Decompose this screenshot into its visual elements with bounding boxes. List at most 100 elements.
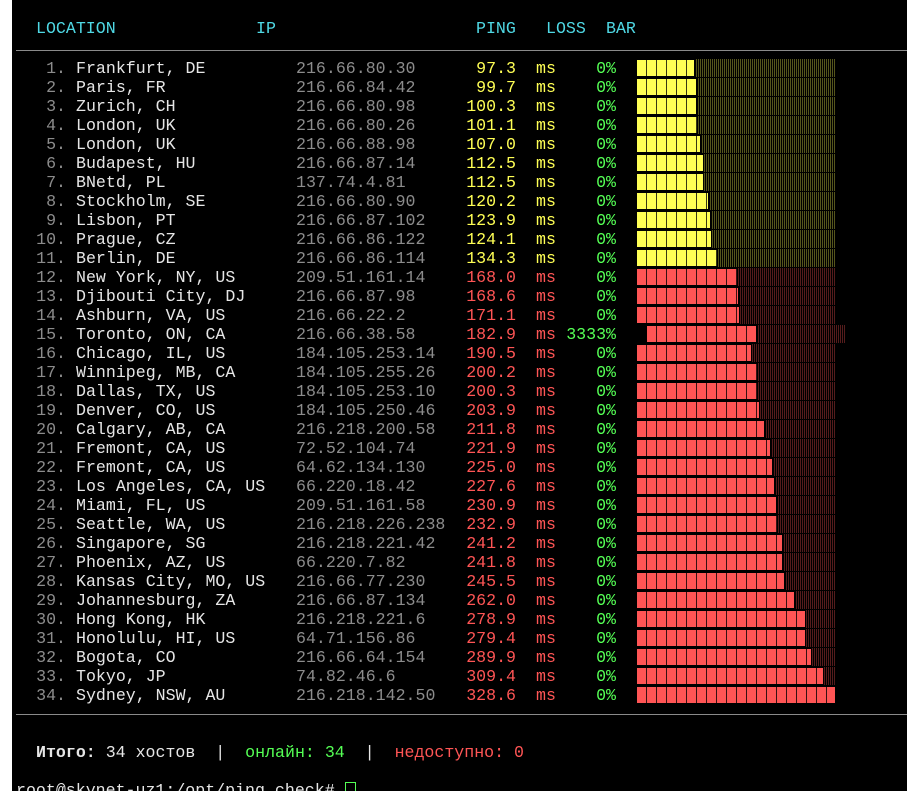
- bar-track: [636, 496, 836, 514]
- ping-bar: [646, 325, 758, 343]
- ip-address: 216.66.86.114: [296, 249, 426, 268]
- location: Zurich, CH: [76, 97, 176, 116]
- ip-address: 216.66.87.98: [296, 287, 416, 306]
- column-header: PING: [476, 19, 516, 38]
- ip-address: 66.220.7.82: [296, 553, 406, 572]
- location: Kansas City, MO, US: [76, 572, 266, 591]
- bar-track: [636, 59, 836, 77]
- table-row: 30. Hong Kong, HK 216.218.221.6 278.9 ms 0%: [12, 610, 907, 629]
- table-row: 26. Singapore, SG 216.218.221.42 241.2 ms 0%: [12, 534, 907, 553]
- bar-track: [636, 135, 836, 153]
- ip-address: 216.66.87.134: [296, 591, 426, 610]
- location: Stockholm, SE: [76, 192, 206, 211]
- ping-unit: ms: [536, 363, 556, 382]
- ping-unit: ms: [536, 534, 556, 553]
- row-number: 2.: [46, 78, 66, 97]
- prompt: root@skynet-uz1:/opt/ping_check#: [16, 781, 335, 791]
- location: New York, NY, US: [76, 268, 236, 287]
- ip-address: 184.105.250.46: [296, 401, 436, 420]
- ping-bar: [636, 648, 813, 666]
- bar-track: [636, 116, 836, 134]
- row-number: 33.: [36, 667, 66, 686]
- row-number: 13.: [36, 287, 66, 306]
- ping-bar: [636, 420, 765, 438]
- ping-bar: [636, 135, 702, 153]
- row-number: 20.: [36, 420, 66, 439]
- ping-bar: [636, 306, 741, 324]
- bar-track: [636, 667, 836, 685]
- table-row: 8. Stockholm, SE 216.66.80.90 120.2 ms 0%: [12, 192, 907, 211]
- ping: 97.3: [476, 59, 516, 78]
- ping: 101.1: [466, 116, 516, 135]
- location: Ashburn, VA, US: [76, 306, 226, 325]
- row-number: 17.: [36, 363, 66, 382]
- ping-unit: ms: [536, 268, 556, 287]
- ip-address: 216.66.77.230: [296, 572, 426, 591]
- loss: 0%: [596, 420, 616, 439]
- ping-bar: [636, 116, 698, 134]
- loss: 0%: [596, 344, 616, 363]
- ping: 309.4: [466, 667, 516, 686]
- row-number: 32.: [36, 648, 66, 667]
- ping-bar: [636, 629, 807, 647]
- table-row: 20. Calgary, AB, CA 216.218.200.58 211.8 ms 0…: [12, 420, 907, 439]
- table-row: 2. Paris, FR 216.66.84.42 99.7 ms 0%: [12, 78, 907, 97]
- ping-unit: ms: [536, 306, 556, 325]
- ping-bar: [636, 363, 758, 381]
- bar-track: [636, 268, 836, 286]
- ping: 289.9: [466, 648, 516, 667]
- ping-unit: ms: [536, 173, 556, 192]
- location: Tokyo, JP: [76, 667, 166, 686]
- row-number: 26.: [36, 534, 66, 553]
- ping: 230.9: [466, 496, 516, 515]
- loss: 0%: [596, 572, 616, 591]
- row-number: 1.: [46, 59, 66, 78]
- ping-bar: [636, 610, 806, 628]
- ping: 134.3: [466, 249, 516, 268]
- ping: 262.0: [466, 591, 516, 610]
- ip-address: 216.66.88.98: [296, 135, 416, 154]
- bar-track: [636, 363, 836, 381]
- table-row: 27. Phoenix, AZ, US 66.220.7.82 241.8 ms 0%: [12, 553, 907, 572]
- row-number: 9.: [46, 211, 66, 230]
- location: Djibouti City, DJ: [76, 287, 246, 306]
- ping-bar: [636, 287, 739, 305]
- row-number: 14.: [36, 306, 66, 325]
- bar-track: [636, 173, 836, 191]
- ping-unit: ms: [536, 496, 556, 515]
- bar-track: [636, 477, 836, 495]
- ping-bar: [636, 686, 836, 704]
- bar-track: [636, 686, 836, 704]
- location: Fremont, CA, US: [76, 458, 226, 477]
- loss: 0%: [596, 363, 616, 382]
- ping-bar: [636, 534, 783, 552]
- column-header: LOSS: [546, 19, 586, 38]
- loss: 0%: [596, 477, 616, 496]
- location: Paris, FR: [76, 78, 166, 97]
- table-row: 11. Berlin, DE 216.66.86.114 134.3 ms 0%: [12, 249, 907, 268]
- ip-address: 216.66.22.2: [296, 306, 406, 325]
- bar-track: [636, 97, 836, 115]
- bar-track: [636, 420, 836, 438]
- ping-unit: ms: [536, 610, 556, 629]
- row-number: 22.: [36, 458, 66, 477]
- ping-unit: ms: [536, 59, 556, 78]
- ip-address: 216.218.226.238: [296, 515, 446, 534]
- column-header: IP: [256, 19, 276, 38]
- ping: 278.9: [466, 610, 516, 629]
- row-number: 29.: [36, 591, 66, 610]
- summary: Итого: 34 хостов | онлайн: 34 | недоступ…: [36, 743, 524, 762]
- ping: 225.0: [466, 458, 516, 477]
- loss: 0%: [596, 135, 616, 154]
- ip-address: 72.52.104.74: [296, 439, 416, 458]
- table-row: 12. New York, NY, US 209.51.161.14 168.0 ms 0…: [12, 268, 907, 287]
- loss: 0%: [596, 116, 616, 135]
- ip-address: 209.51.161.58: [296, 496, 426, 515]
- ping-bar: [636, 382, 758, 400]
- row-number: 19.: [36, 401, 66, 420]
- ping-unit: ms: [536, 686, 556, 705]
- ip-address: 66.220.18.42: [296, 477, 416, 496]
- ip-address: 216.66.84.42: [296, 78, 416, 97]
- ping-unit: ms: [536, 344, 556, 363]
- loss: 0%: [596, 97, 616, 116]
